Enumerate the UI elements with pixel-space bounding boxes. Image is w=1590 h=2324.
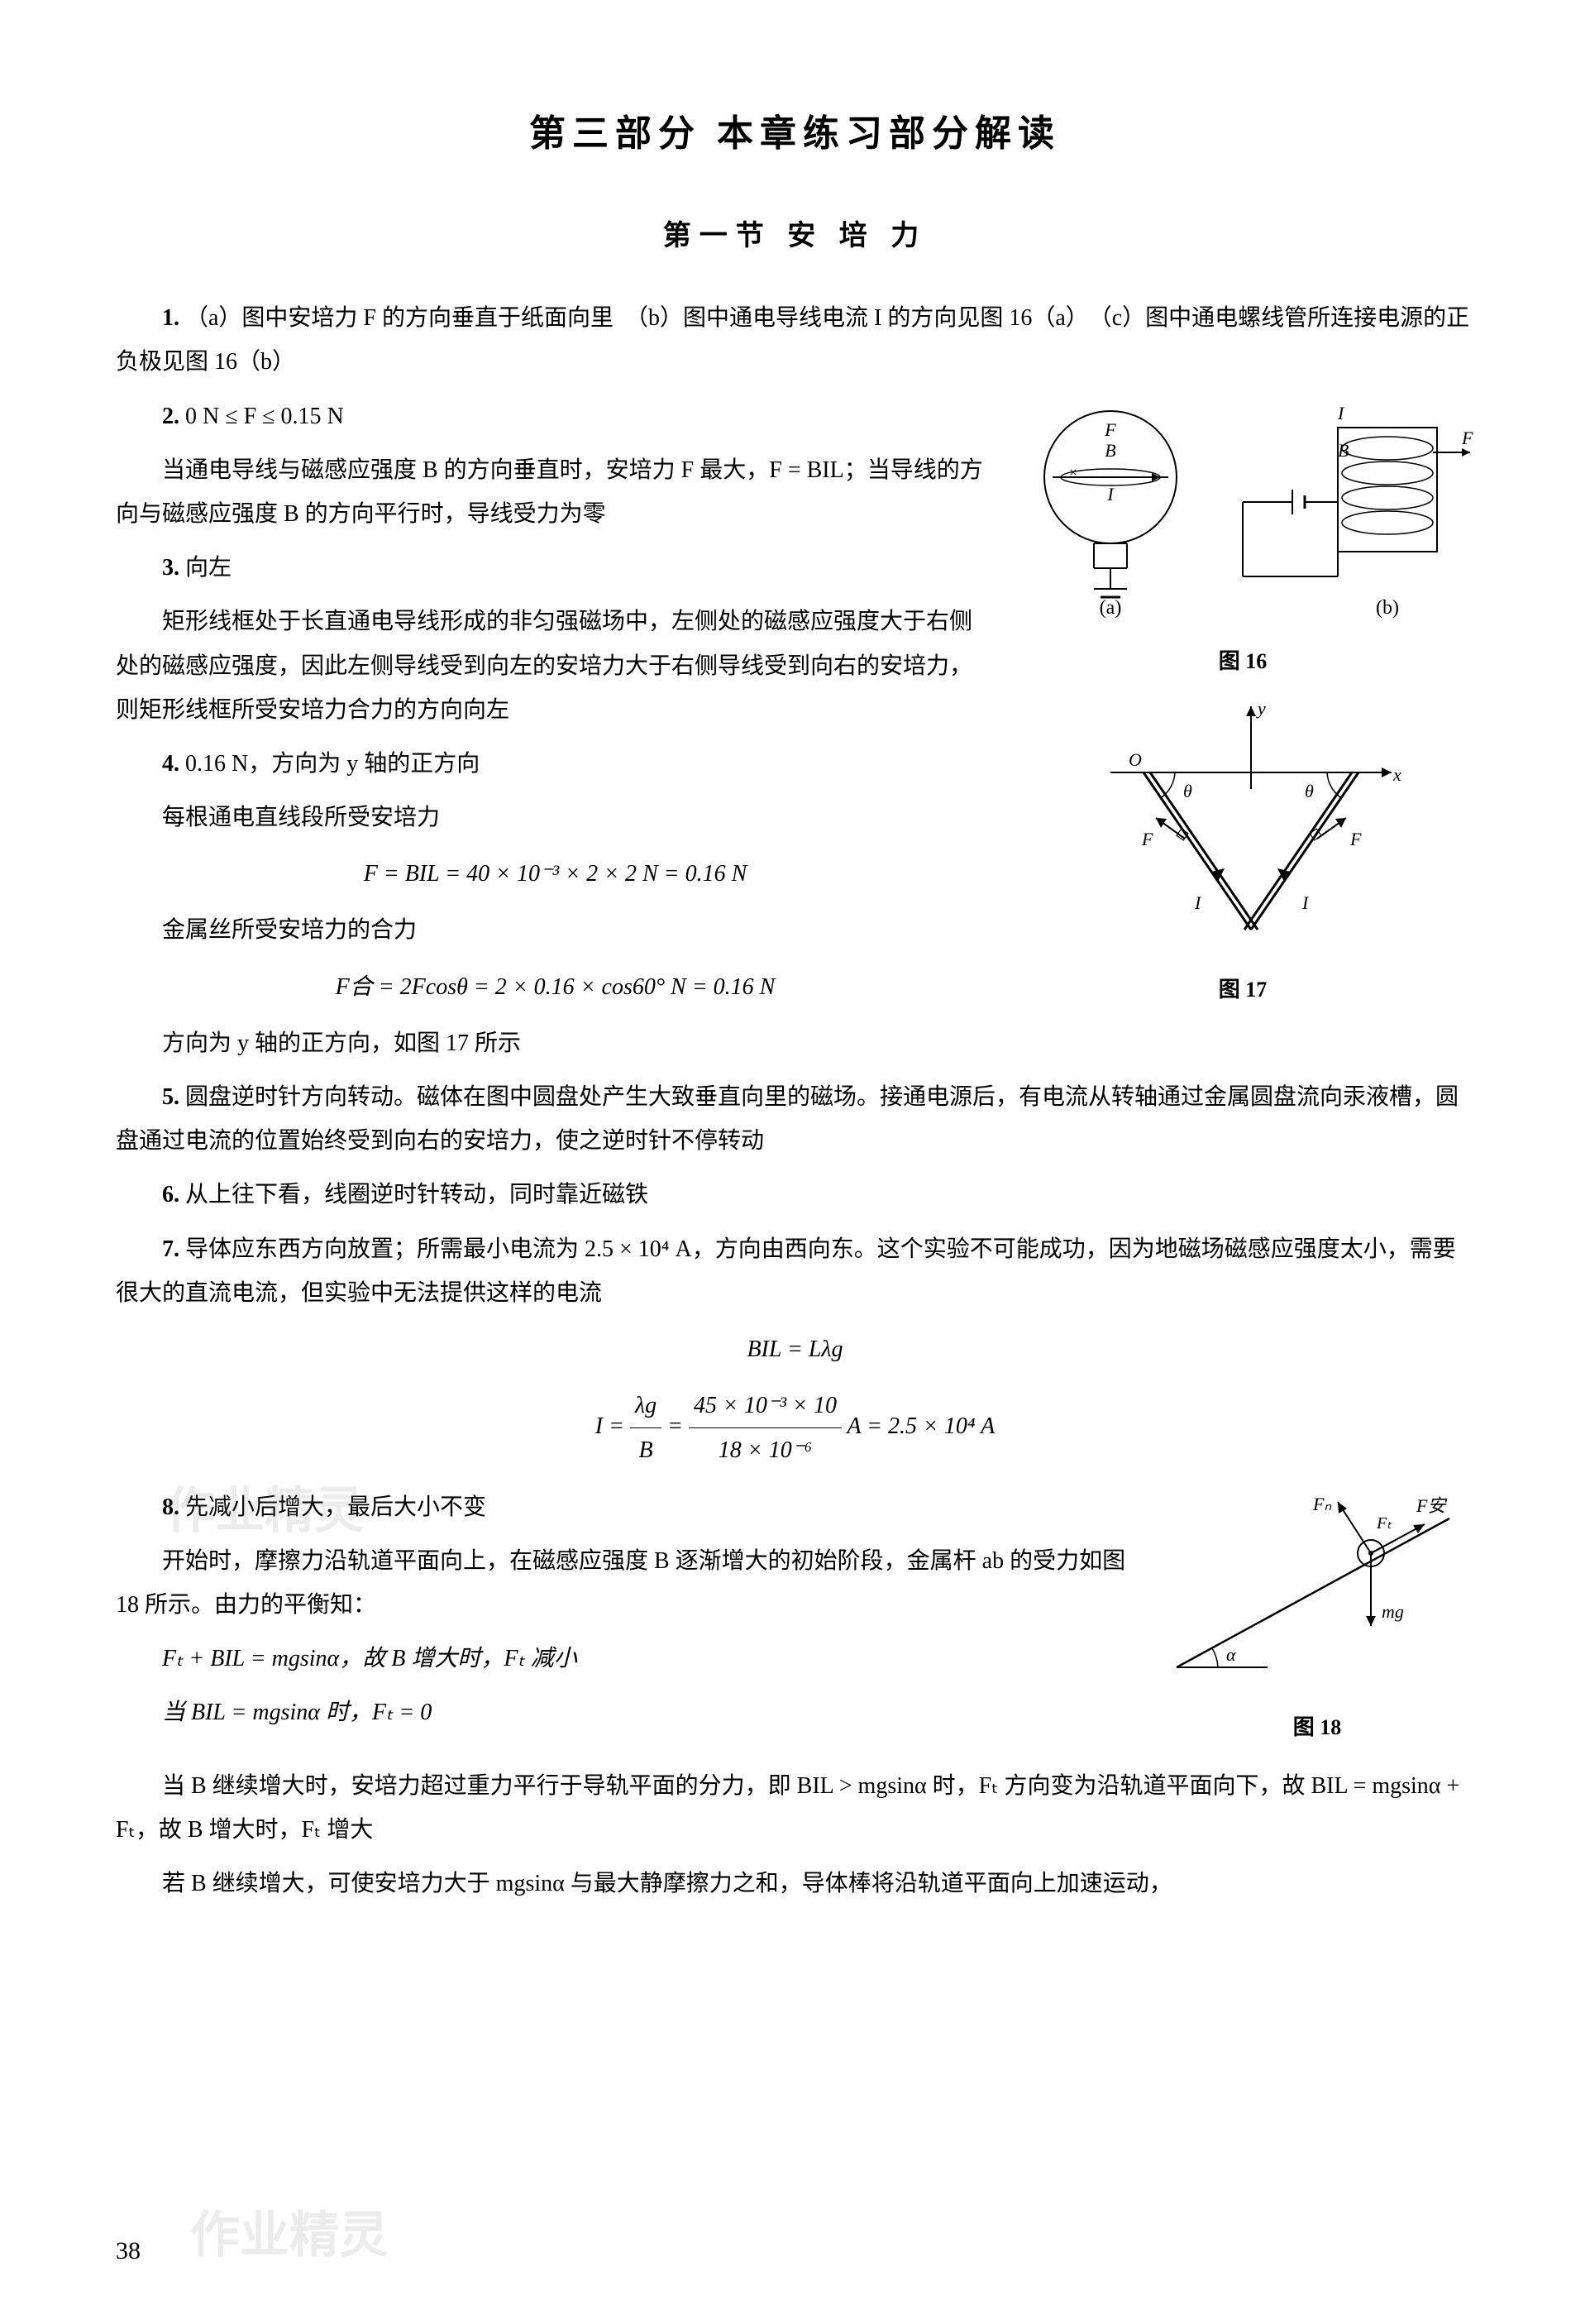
item-8-detail4: 当 B 继续增大时，安培力超过重力平行于导轨平面的分力，即 BIL > mgsi… <box>116 1764 1474 1852</box>
fig17-y-label: y <box>1256 698 1266 719</box>
item-3: 3. 向左 <box>116 546 995 590</box>
item-4-detail2: 金属丝所受安培力的合力 <box>116 908 995 952</box>
item-4-detail3: 方向为 y 轴的正方向，如图 17 所示 <box>116 1021 995 1065</box>
figure-17: y x O θ θ F F <box>1011 698 1474 1011</box>
figure-16-caption: 图 16 <box>1011 641 1474 681</box>
item-6: 6. 从上往下看，线圈逆时针转动，同时靠近磁铁 <box>116 1173 1474 1217</box>
item-4-detail1: 每根通电直线段所受安培力 <box>116 796 995 839</box>
f7-frac1-num: λg <box>630 1384 661 1428</box>
fig17-F1: F <box>1141 829 1153 849</box>
fig17-x-label: x <box>1392 764 1401 785</box>
figure-17-svg: y x O θ θ F F <box>1077 698 1408 946</box>
item-5: 5. 圆盘逆时针方向转动。磁体在图中圆盘处产生大致垂直向里的磁场。接通电源后，有… <box>116 1075 1474 1163</box>
fig17-O-label: O <box>1129 749 1142 770</box>
item-4-text: 0.16 N，方向为 y 轴的正方向 <box>185 751 480 777</box>
f7-after: A = 2.5 × 10⁴ A <box>848 1413 996 1439</box>
fig16-b-label: (b) <box>1376 597 1399 618</box>
figure-column-1: F B × I (a) I <box>1011 395 1474 1027</box>
text-column-2: 8. 先减小后增大，最后大小不变 开始时，摩擦力沿轨道平面向上，在磁感应强度 B… <box>116 1485 1144 1745</box>
f7-before: I = <box>595 1413 630 1439</box>
item-7: 7. 导体应东西方向放置；所需最小电流为 2.5 × 10⁴ A，方向由西向东。… <box>116 1227 1474 1315</box>
fig16-I-label: I <box>1106 484 1115 504</box>
item-5-num: 5. <box>162 1084 179 1110</box>
item-8-detail1: 开始时，摩擦力沿轨道平面向上，在磁感应强度 B 逐渐增大的初始阶段，金属杆 ab… <box>116 1539 1144 1627</box>
f7-frac1: λg B <box>630 1384 661 1472</box>
fig18-Fs: F安 <box>1416 1495 1447 1516</box>
figure-18-caption: 图 18 <box>1160 1707 1474 1748</box>
item-2: 2. 0 N ≤ F ≤ 0.15 N <box>116 395 995 438</box>
figure-16: F B × I (a) I <box>1011 395 1474 682</box>
item-7-num: 7. <box>162 1236 179 1262</box>
item-3-detail: 矩形线框处于长直通电导线形成的非匀强磁场中，左侧处的磁感应强度大于右侧处的磁感应… <box>116 600 995 732</box>
item-4: 4. 0.16 N，方向为 y 轴的正方向 <box>116 742 995 786</box>
fig16-F-label: F <box>1104 419 1116 440</box>
f7-eq: = <box>667 1413 689 1439</box>
item-7-formula2: I = λg B = 45 × 10⁻³ × 10 18 × 10⁻⁶ A = … <box>116 1384 1474 1472</box>
fig16b-B-label: B <box>1338 440 1349 461</box>
watermark-2: 作业精灵 <box>190 2188 389 2283</box>
item-8-num: 8. <box>162 1494 179 1520</box>
fig17-theta2: θ <box>1305 781 1314 801</box>
item-6-text: 从上往下看，线圈逆时针转动，同时靠近磁铁 <box>185 1182 648 1207</box>
svg-text:×: × <box>1069 464 1077 481</box>
figure-18: α Fₙ F安 Fₜ mg 图 18 <box>1160 1485 1474 1748</box>
fig16-B-label: B <box>1105 440 1115 461</box>
fig18-alpha: α <box>1226 1644 1236 1665</box>
item-3-num: 3. <box>162 555 179 581</box>
item-8-d2: Fₜ + BIL = mgsinα，故 B 增大时，Fₜ 减小 <box>162 1646 577 1671</box>
item-8-d3: 当 BIL = mgsinα 时，Fₜ = 0 <box>162 1700 432 1725</box>
fig17-F2: F <box>1349 829 1362 849</box>
item-4-num: 4. <box>162 751 179 777</box>
item-1-text: （a）图中安培力 F 的方向垂直于纸面向里 （b）图中通电导线电流 I 的方向见… <box>116 305 1469 375</box>
item-8: 8. 先减小后增大，最后大小不变 <box>116 1485 1144 1529</box>
item-1-num: 1. <box>162 305 179 331</box>
f7-frac2-num: 45 × 10⁻³ × 10 <box>689 1384 842 1428</box>
page-number: 38 <box>116 2227 141 2274</box>
f7-frac1-den: B <box>630 1428 661 1472</box>
fig17-I2: I <box>1301 892 1310 913</box>
figure-18-svg: α Fₙ F安 Fₜ mg <box>1160 1485 1474 1684</box>
item-2-num: 2. <box>162 404 179 429</box>
item-7-formula1: BIL = Lλg <box>116 1327 1474 1371</box>
item-8-text: 先减小后增大，最后大小不变 <box>185 1494 486 1520</box>
text-column-1: 2. 0 N ≤ F ≤ 0.15 N 当通电导线与磁感应强度 B 的方向垂直时… <box>116 395 995 1075</box>
content-row-2: 8. 先减小后增大，最后大小不变 开始时，摩擦力沿轨道平面向上，在磁感应强度 B… <box>116 1485 1474 1765</box>
content-row-1: 2. 0 N ≤ F ≤ 0.15 N 当通电导线与磁感应强度 B 的方向垂直时… <box>116 395 1474 1075</box>
f7-frac2-den: 18 × 10⁻⁶ <box>689 1428 842 1472</box>
fig18-mg: mg <box>1382 1601 1404 1622</box>
item-4-formula2: F合 = 2Fcosθ = 2 × 0.16 × cos60° N = 0.16… <box>116 965 995 1009</box>
figure-17-caption: 图 17 <box>1011 969 1474 1010</box>
item-2-detail: 当通电导线与磁感应强度 B 的方向垂直时，安培力 F 最大，F = BIL；当导… <box>116 448 995 536</box>
item-8-detail5: 若 B 继续增大，可使安培力大于 mgsinα 与最大静摩擦力之和，导体棒将沿轨… <box>116 1862 1474 1906</box>
item-1: 1. （a）图中安培力 F 的方向垂直于纸面向里 （b）图中通电导线电流 I 的… <box>116 296 1474 384</box>
item-8-detail3: 当 BIL = mgsinα 时，Fₜ = 0 <box>116 1690 1144 1734</box>
item-3-text: 向左 <box>185 555 232 581</box>
fig18-Ft: Fₜ <box>1376 1514 1392 1533</box>
item-7-text: 导体应东西方向放置；所需最小电流为 2.5 × 10⁴ A，方向由西向东。这个实… <box>116 1236 1456 1306</box>
fig16b-I-label: I <box>1337 403 1345 423</box>
fig17-I1: I <box>1194 892 1202 913</box>
section-title: 第一节 安 培 力 <box>116 210 1474 264</box>
f7-frac2: 45 × 10⁻³ × 10 18 × 10⁻⁶ <box>689 1384 842 1472</box>
fig16-a-label: (a) <box>1100 597 1122 618</box>
main-title: 第三部分 本章练习部分解读 <box>116 99 1474 169</box>
item-2-text: 0 N ≤ F ≤ 0.15 N <box>185 404 344 429</box>
item-5-text: 圆盘逆时针方向转动。磁体在图中圆盘处产生大致垂直向里的磁场。接通电源后，有电流从… <box>116 1084 1459 1154</box>
figure-column-2: α Fₙ F安 Fₜ mg 图 18 <box>1160 1485 1474 1765</box>
fig18-FN: Fₙ <box>1312 1494 1331 1514</box>
fig17-theta1: θ <box>1183 781 1192 801</box>
item-8-detail2: Fₜ + BIL = mgsinα，故 B 增大时，Fₜ 减小 <box>116 1637 1144 1681</box>
figure-16-svg: F B × I (a) I <box>1011 395 1474 618</box>
item-6-num: 6. <box>162 1182 179 1207</box>
fig16b-F-label: F <box>1461 428 1473 448</box>
item-4-formula1: F = BIL = 40 × 10⁻³ × 2 × 2 N = 0.16 N <box>116 852 995 896</box>
